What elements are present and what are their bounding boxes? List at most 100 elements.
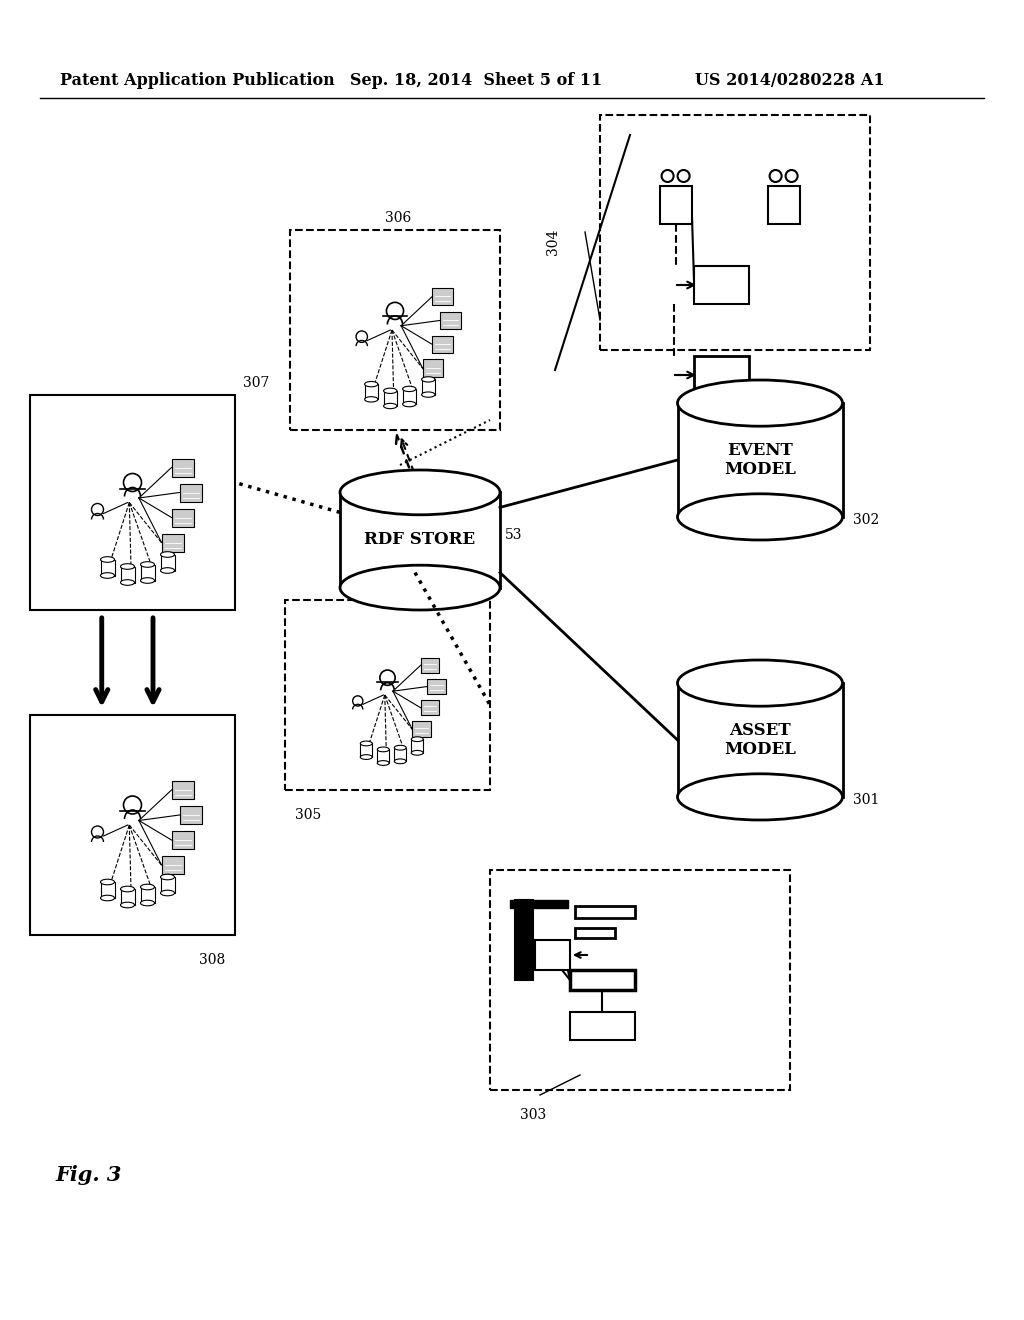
Ellipse shape [161,890,174,896]
Ellipse shape [678,494,843,540]
Ellipse shape [340,565,500,610]
Circle shape [352,696,362,706]
Ellipse shape [100,895,115,900]
Ellipse shape [402,387,416,392]
Bar [423,359,443,376]
Ellipse shape [394,746,407,750]
Circle shape [124,796,141,814]
Bar [432,288,453,305]
Bar [384,391,397,407]
Bar [515,900,534,979]
Text: Patent Application Publication: Patent Application Publication [60,73,335,88]
Text: 302: 302 [853,513,879,527]
Bar [290,230,500,430]
Bar [30,715,234,935]
Bar [694,356,749,393]
Ellipse shape [412,737,423,742]
Bar [30,395,234,610]
Bar [100,560,115,576]
Text: 308: 308 [199,953,225,968]
Circle shape [91,826,103,838]
Ellipse shape [360,755,372,759]
Bar [510,900,568,908]
Bar [432,335,453,352]
Bar [171,508,194,527]
Bar [570,970,635,990]
Bar [121,888,134,906]
Ellipse shape [140,578,155,583]
Bar [340,492,500,587]
Bar [121,566,134,582]
Bar [161,554,174,570]
Bar [768,186,800,224]
Ellipse shape [412,750,423,755]
Ellipse shape [121,902,134,908]
Ellipse shape [140,562,155,568]
Bar [490,870,790,1090]
Ellipse shape [121,886,134,892]
Bar [421,657,439,673]
Bar [575,906,635,917]
Text: EVENT
MODEL: EVENT MODEL [724,442,796,478]
Ellipse shape [161,874,174,880]
Text: US 2014/0280228 A1: US 2014/0280228 A1 [695,73,885,88]
Ellipse shape [384,404,397,409]
Bar [659,186,691,224]
Bar [412,739,423,752]
Text: 53: 53 [505,528,522,543]
Ellipse shape [100,557,115,562]
Ellipse shape [161,568,174,573]
Text: 306: 306 [385,211,412,224]
Bar [412,721,431,737]
Text: 305: 305 [295,808,322,822]
Bar [402,389,416,404]
Ellipse shape [394,759,407,764]
Ellipse shape [360,741,372,746]
Bar [422,379,435,395]
Bar [694,267,749,304]
Bar [575,928,615,939]
Ellipse shape [678,380,843,426]
Bar [678,403,843,517]
Ellipse shape [365,397,378,403]
Bar [140,565,155,581]
Ellipse shape [140,900,155,906]
Circle shape [356,331,368,342]
Bar [285,601,490,789]
Ellipse shape [422,376,435,381]
Bar [171,458,194,477]
Text: 307: 307 [243,376,269,389]
Bar [171,781,194,799]
Text: 301: 301 [853,793,879,807]
Bar [421,700,439,715]
Ellipse shape [365,381,378,387]
Ellipse shape [422,392,435,397]
Bar [365,384,378,400]
Bar [394,747,407,762]
Ellipse shape [121,564,134,569]
Ellipse shape [100,573,115,578]
Bar [600,115,870,350]
Bar [171,832,194,849]
Circle shape [386,302,403,319]
Bar [179,483,202,502]
Bar [678,684,843,797]
Ellipse shape [161,552,174,557]
Ellipse shape [402,401,416,407]
Bar [360,743,372,758]
Ellipse shape [678,660,843,706]
Ellipse shape [384,388,397,393]
Bar [162,855,183,874]
Text: Sep. 18, 2014  Sheet 5 of 11: Sep. 18, 2014 Sheet 5 of 11 [350,73,602,88]
Circle shape [91,503,103,516]
Text: 303: 303 [520,1107,546,1122]
Bar [179,807,202,824]
Bar [161,876,174,894]
Ellipse shape [340,470,500,515]
Bar [140,887,155,903]
Text: ASSET
MODEL: ASSET MODEL [724,722,796,758]
Text: Fig. 3: Fig. 3 [55,1166,122,1185]
Bar [100,882,115,898]
Bar [439,312,461,329]
Ellipse shape [100,879,115,884]
